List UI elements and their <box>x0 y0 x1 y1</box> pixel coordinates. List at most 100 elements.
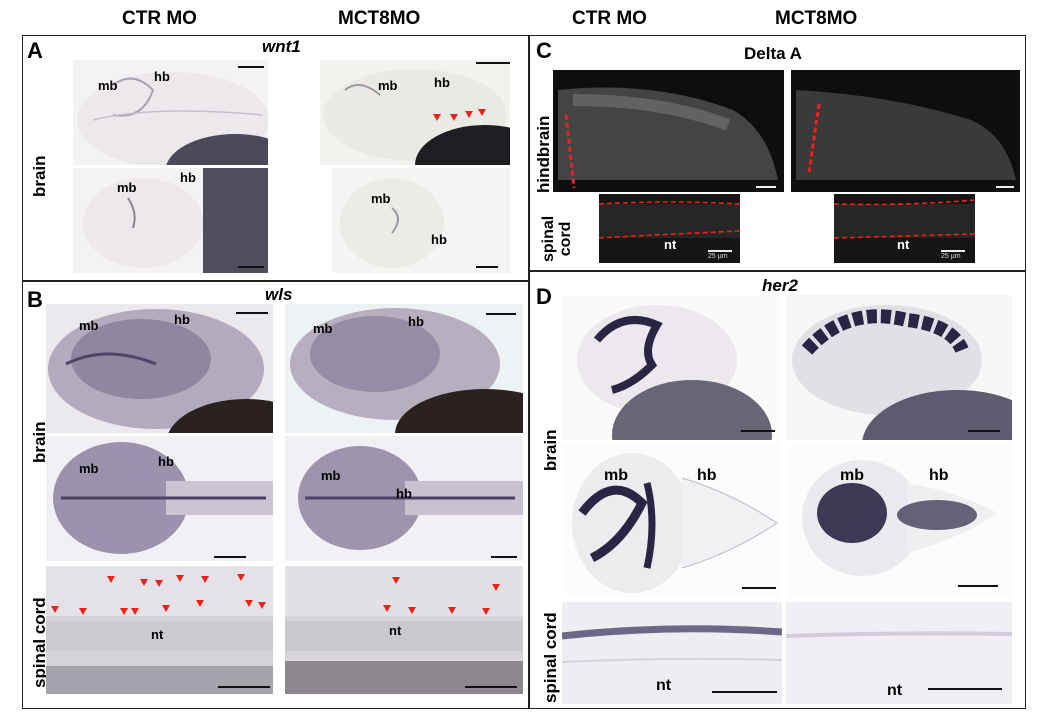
panel-d-letter: D <box>536 284 552 309</box>
panel-b-mct8-arrowhead <box>482 608 490 615</box>
panel-d-ctr-spinal-nt: nt <box>656 677 672 694</box>
panel-d-ctr-dorsal-mb: mb <box>604 467 628 484</box>
panel-c-scale-bar-3 <box>708 250 732 252</box>
panel-a-ctr-dorsal-image <box>73 168 268 273</box>
panel-b-ctr-arrowhead <box>176 575 184 582</box>
panel-c-mct8-spinal-nt: nt <box>897 237 910 252</box>
panel-c-row-label-spinal: spinal cord <box>540 215 574 262</box>
column-header-mct8-left: MCT8MO <box>338 8 421 29</box>
panel-d-frame <box>529 271 1026 709</box>
panel-b-ctr-arrowhead <box>79 608 87 615</box>
column-header-mct8-right: MCT8MO <box>775 8 858 29</box>
panel-c-letter: C <box>536 38 552 63</box>
column-header-ctr-left: CTR MO <box>122 8 197 29</box>
panel-a-scale-bar-2 <box>238 266 264 268</box>
panel-d-row-label-brain: brain <box>541 429 560 471</box>
panel-c-title: Delta A <box>744 44 802 63</box>
panel-b-mct8-arrowhead <box>408 607 416 614</box>
panel-b-mct8-dorsal-mb: mb <box>321 468 341 483</box>
panel-d-scale-bar-4 <box>958 585 998 587</box>
panel-b-gene: wls <box>265 285 293 304</box>
panel-b-ctr-lateral-hb: hb <box>174 312 190 327</box>
panel-a-ctr-lateral-image <box>73 60 268 165</box>
panel-b-ctr-arrowhead <box>155 580 163 587</box>
panel-b-ctr-arrowhead <box>140 579 148 586</box>
panel-d-ctr-dorsal-hb: hb <box>697 467 717 484</box>
panel-b-ctr-arrowhead <box>201 576 209 583</box>
panel-a-mct8-lateral-hb: hb <box>434 75 450 90</box>
panel-b-letter: B <box>27 287 43 312</box>
panel-a-row-label: brain <box>30 155 49 197</box>
panel-a-mct8-lateral-image <box>320 60 510 165</box>
panel-d-mct8-spinal-nt: nt <box>887 682 903 699</box>
panel-c-scale-bar-4 <box>941 250 965 252</box>
panel-b-scale-bar-4 <box>486 313 516 315</box>
panel-b-ctr-arrowhead <box>258 602 266 609</box>
panel-c-ctr-hindbrain-image <box>553 70 784 192</box>
panel-b-scale-bar-6 <box>465 686 517 688</box>
panel-d-mct8-dorsal-image <box>787 443 1012 598</box>
panel-b-mct8-spinal-nt: nt <box>389 623 402 638</box>
panel-d-scale-bar-2 <box>968 430 1000 432</box>
panel-b-scale-bar-3 <box>218 686 270 688</box>
panel-b-ctr-arrowhead <box>196 600 204 607</box>
panel-b-ctr-arrowhead <box>237 574 245 581</box>
panel-d-ctr-spinal-image <box>562 602 782 704</box>
panel-b-mct8-lateral-mb: mb <box>313 321 333 336</box>
panel-a-scale-bar-4 <box>476 266 498 268</box>
panel-b-scale-bar-2 <box>214 556 246 558</box>
panel-a-arrowhead <box>465 111 473 118</box>
panel-d-scale-bar-1 <box>741 430 775 432</box>
panel-b-ctr-arrowhead <box>131 608 139 615</box>
panel-b-scale-bar-1 <box>236 312 268 314</box>
panel-a-ctr-lateral-hb: hb <box>154 69 170 84</box>
panel-d-mct8-spinal-image <box>786 602 1012 704</box>
column-header-ctr-right: CTR MO <box>572 8 647 29</box>
panel-a-mct8-lateral-mb: mb <box>378 78 398 93</box>
panel-b-mct8-arrowhead <box>448 607 456 614</box>
panel-a-arrowhead <box>478 109 486 116</box>
panel-b-ctr-arrowhead <box>245 600 253 607</box>
panel-a-frame <box>22 35 529 281</box>
panel-c-ctr-spinal-image <box>599 194 740 263</box>
panel-b-ctr-dorsal-hb: hb <box>158 454 174 469</box>
panel-c-ctr-spinal-nt: nt <box>664 237 677 252</box>
panel-b-ctr-dorsal-mb: mb <box>79 461 99 476</box>
panel-c-frame <box>529 35 1026 271</box>
panel-a-ctr-dorsal-hb: hb <box>180 170 196 185</box>
panel-b-frame <box>22 281 529 709</box>
panel-b-mct8-spinal-image <box>285 566 523 694</box>
panel-a-scale-bar-1 <box>238 66 264 68</box>
panel-a-ctr-dorsal-mb: mb <box>117 180 137 195</box>
panel-d-scale-bar-5 <box>712 691 777 693</box>
panel-b-mct8-dorsal-image <box>285 436 523 561</box>
panel-b-ctr-lateral-image <box>46 304 273 433</box>
panel-b-scale-bar-5 <box>491 556 517 558</box>
panel-c-scale-text-1: 25 µm <box>708 253 728 260</box>
panel-b-mct8-arrowhead <box>492 584 500 591</box>
panel-a-scale-bar-3 <box>476 62 510 64</box>
panel-b-mct8-arrowhead <box>383 605 391 612</box>
panel-d-gene: her2 <box>762 276 798 295</box>
panel-c-row-label-hindbrain: hindbrain <box>534 115 553 193</box>
panel-c-mct8-spinal-image <box>834 194 975 263</box>
panel-c-mct8-hindbrain-image <box>791 70 1020 192</box>
panel-b-ctr-spinal-nt: nt <box>151 627 164 642</box>
panel-b-ctr-arrowhead <box>162 605 170 612</box>
panel-d-mct8-dorsal-hb: hb <box>929 467 949 484</box>
panel-d-scale-bar-3 <box>742 587 776 589</box>
panel-a-mct8-dorsal-image <box>332 168 510 273</box>
panel-d-mct8-lateral-image <box>787 295 1012 440</box>
panel-a-ctr-lateral-mb: mb <box>98 78 118 93</box>
panel-b-ctr-dorsal-image <box>46 436 273 561</box>
panel-c-scale-text-2: 25 µm <box>941 253 961 260</box>
panel-c-scale-bar-1 <box>756 186 776 188</box>
panel-b-ctr-lateral-mb: mb <box>79 318 99 333</box>
panel-b-mct8-arrowhead <box>392 577 400 584</box>
panel-b-ctr-arrowhead <box>51 606 59 613</box>
panel-a-letter: A <box>27 38 43 63</box>
panel-a-mct8-dorsal-mb: mb <box>371 191 391 206</box>
panel-d-ctr-lateral-image <box>562 295 780 440</box>
panel-d-row-label-spinal: spinal cord <box>541 612 560 703</box>
panel-d-mct8-dorsal-mb: mb <box>840 467 864 484</box>
